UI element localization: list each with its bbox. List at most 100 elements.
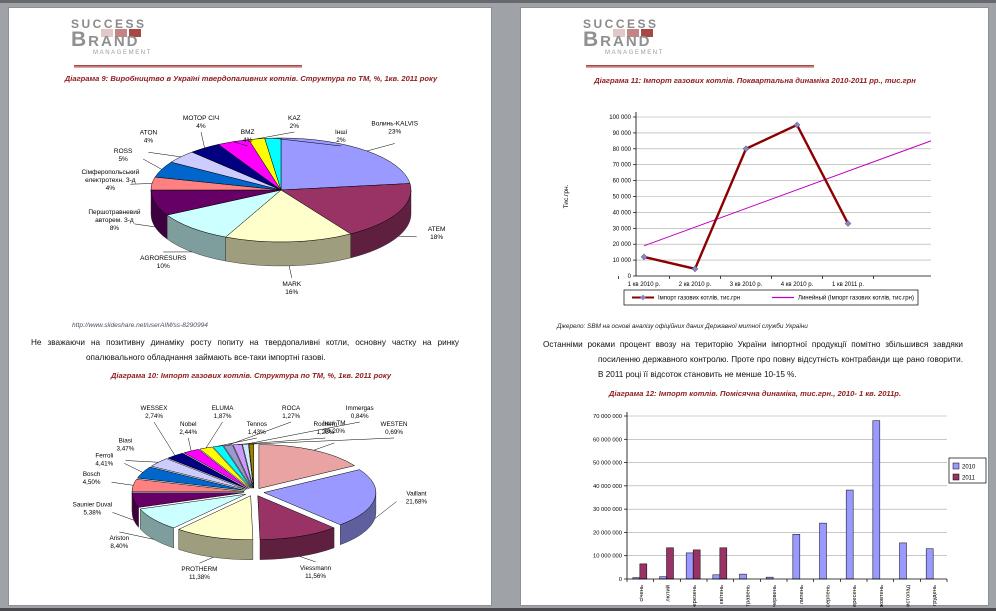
svg-text:1 кв 2010 р.: 1 кв 2010 р. xyxy=(628,282,661,288)
svg-text:грудень: грудень xyxy=(932,585,938,606)
svg-text:70 000 000: 70 000 000 xyxy=(593,414,622,420)
svg-text:30 000: 30 000 xyxy=(613,226,632,232)
svg-text:10 000 000: 10 000 000 xyxy=(593,554,622,560)
diagram-10-title: Діаграма 10: Імпорт газових котлів. Стру… xyxy=(57,369,445,383)
paragraph-imports: Останніми роками процент ввозу на терито… xyxy=(543,340,963,379)
svg-text:0: 0 xyxy=(619,577,622,583)
diagram-12-title: Діаграма 12: Імпорт котлів. Помісячна ди… xyxy=(535,387,975,401)
diagram-10-label: Діаграма 10: xyxy=(110,371,159,380)
svg-text:березень: березень xyxy=(692,585,698,607)
logo-brand-text: BRAND xyxy=(583,28,652,51)
document-page-left: SUCCESS BRAND MANAGEMENT Діаграма 9: Вир… xyxy=(8,7,492,606)
logo-success-text: SUCCESS xyxy=(583,17,659,31)
svg-text:1 кв 2011 р.: 1 кв 2011 р. xyxy=(832,282,864,288)
bar-chart-monthly-imports: 0 10 000 000 20 000 000 30 000 000 40 000 00… xyxy=(593,412,987,607)
svg-text:Імпорт газових котлів, тис.грн: Імпорт газових котлів, тис.грн xyxy=(658,296,740,302)
svg-text:липень: липень xyxy=(799,585,805,604)
diagram-9-text: Виробництво в Україні твердопаливних кот… xyxy=(110,74,438,83)
svg-text:100 000: 100 000 xyxy=(609,115,631,121)
diagram-10-text: Імпорт газових котлів. Структура по ТМ, … xyxy=(160,371,392,380)
svg-text:Тис.грн.: Тис.грн. xyxy=(563,184,570,208)
svg-text:3 кв 2010 р.: 3 кв 2010 р. xyxy=(730,282,763,288)
logo-management-text: MANAGEMENT xyxy=(93,50,153,56)
svg-text:листопад: листопад xyxy=(906,584,912,607)
svg-text:лютий: лютий xyxy=(665,585,672,602)
pie-chart-solid-fuel-production: МОТОР СІЧ 4% BMZ 4% KAZ 2% Інші 2% Волинь-KALVIS… xyxy=(81,115,446,296)
pie-chart-gas-import-structure: WESSEX 2,74% Nobel 2,44% ELUMA 1,87% Tennos 1,4… xyxy=(73,405,428,581)
diagram-9-label: Діаграма 9: xyxy=(64,74,109,83)
success-brand-logo: SUCCESS BRAND MANAGEMENT xyxy=(583,17,703,65)
header-rule xyxy=(74,65,302,68)
logo-success-text: SUCCESS xyxy=(71,17,147,31)
slideshare-link[interactable]: http://www.slideshare.net/userAIM/ss-829… xyxy=(72,322,208,329)
svg-text:2010: 2010 xyxy=(962,465,976,471)
svg-text:30 000 000: 30 000 000 xyxy=(593,507,622,513)
source-note: Джерело: SBM на основі аналізу офіційних… xyxy=(557,323,808,330)
svg-text:20 000: 20 000 xyxy=(613,242,632,248)
svg-text:80 000: 80 000 xyxy=(613,147,632,153)
svg-text:40 000: 40 000 xyxy=(613,210,632,216)
header-rule xyxy=(586,65,814,68)
svg-text:серпень: серпень xyxy=(826,585,832,607)
svg-text:вересень: вересень xyxy=(852,585,858,607)
svg-text:жовтень: жовтень xyxy=(879,585,885,607)
svg-text:4 кв 2010 р.: 4 кв 2010 р. xyxy=(781,282,814,288)
svg-text:червень: червень xyxy=(772,585,778,607)
svg-text:2 кв 2010 р.: 2 кв 2010 р. xyxy=(679,282,712,288)
svg-text:квітень: квітень xyxy=(719,585,725,604)
svg-text:40 000 000: 40 000 000 xyxy=(593,484,622,490)
logo-management-text: MANAGEMENT xyxy=(605,50,665,56)
svg-text:січень: січень xyxy=(639,585,645,602)
svg-text:90 000: 90 000 xyxy=(613,131,632,137)
diagram-11-title: Діаграма 11: Імпорт газових котлів. Покв… xyxy=(535,74,975,88)
svg-text:50 000 000: 50 000 000 xyxy=(593,461,622,467)
svg-text:2011: 2011 xyxy=(962,476,976,482)
svg-text:60 000: 60 000 xyxy=(613,179,632,185)
line-chart-quarterly-imports: 0 10 000 20 000 30 000 40 000 50 000 60 000 70 … xyxy=(563,112,932,306)
diagram-12-label: Діаграма 12: xyxy=(608,389,657,398)
svg-text:60 000 000: 60 000 000 xyxy=(593,437,622,443)
paragraph-solid-fuel: Не зважаючи на позитивну динаміку росту … xyxy=(31,338,459,362)
document-page-right: SUCCESS BRAND MANAGEMENT Діаграма 11: Ім… xyxy=(520,7,989,607)
svg-text:10 000: 10 000 xyxy=(613,258,632,264)
svg-text:Линейный (Імпорт газових котлі: Линейный (Імпорт газових котлів, тис.грн… xyxy=(798,295,914,302)
diagram-9-title: Діаграма 9: Виробництво в Україні твердо… xyxy=(57,72,445,86)
svg-text:20 000 000: 20 000 000 xyxy=(593,530,622,536)
svg-text:50 000: 50 000 xyxy=(613,195,632,201)
svg-text:травень: травень xyxy=(746,585,752,607)
logo-brand-text: BRAND xyxy=(71,28,140,51)
svg-text:70 000: 70 000 xyxy=(613,163,632,169)
diagram-11-label: Діаграма 11: xyxy=(594,76,642,85)
svg-text:0: 0 xyxy=(628,274,632,280)
logo-squares-icon xyxy=(101,29,141,37)
diagram-11-text: Імпорт газових котлів. Поквартальна дина… xyxy=(643,76,916,85)
success-brand-logo: SUCCESS BRAND MANAGEMENT xyxy=(71,17,191,65)
